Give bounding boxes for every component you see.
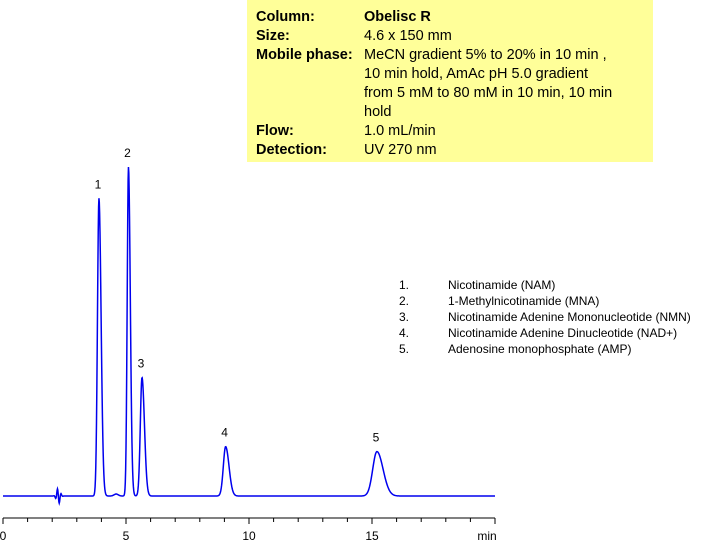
legend-compound-name: Adenosine monophosphate (AMP) xyxy=(448,342,632,356)
info-value: Obelisc R xyxy=(364,9,431,25)
peak-label: 3 xyxy=(138,357,145,371)
chromatogram-trace xyxy=(3,166,495,507)
legend-compound-name: Nicotinamide Adenine Dinucleotide (NAD+) xyxy=(448,326,678,340)
legend-number: 3. xyxy=(399,310,410,324)
info-label: Detection: xyxy=(256,142,327,158)
info-label: Mobile phase: xyxy=(256,47,353,63)
x-tick-label: 10 xyxy=(242,529,256,543)
peak-label: 5 xyxy=(373,431,380,445)
info-value: MeCN gradient 5% to 20% in 10 min , xyxy=(364,47,607,63)
info-value: hold xyxy=(364,104,392,120)
legend-number: 4. xyxy=(399,326,410,340)
info-value: 1.0 mL/min xyxy=(364,123,436,139)
info-value: 10 min hold, AmAc pH 5.0 gradient xyxy=(364,66,589,82)
info-label: Column: xyxy=(256,9,315,25)
info-label: Flow: xyxy=(256,123,294,139)
x-tick-label: 5 xyxy=(123,529,130,543)
legend-compound-name: 1-Methylnicotinamide (MNA) xyxy=(448,294,600,308)
info-value: UV 270 nm xyxy=(364,142,437,158)
peak-label: 1 xyxy=(95,177,102,191)
trace-group xyxy=(3,166,495,507)
legend-compound-name: Nicotinamide Adenine Mononucleotide (NMN… xyxy=(448,310,691,324)
legend-number: 2. xyxy=(399,294,410,308)
peak-labels: 1 2 3 4 5 xyxy=(95,146,380,445)
peak-label: 4 xyxy=(221,426,228,440)
info-value: from 5 mM to 80 mM in 10 min, 10 min xyxy=(364,85,613,101)
legend-compound-name: Nicotinamide (NAM) xyxy=(448,278,556,292)
peak-label: 2 xyxy=(124,146,131,160)
x-unit-label: min xyxy=(477,529,496,543)
info-label: Size: xyxy=(256,28,290,44)
x-axis: 0 5 10 15 min xyxy=(0,517,497,543)
x-tick-label: 15 xyxy=(365,529,379,543)
legend-number: 1. xyxy=(399,278,410,292)
method-info-box: Column: Obelisc R Size: 4.6 x 150 mm Mobile … xyxy=(247,0,653,162)
legend-number: 5. xyxy=(399,342,410,356)
info-value: 4.6 x 150 mm xyxy=(364,28,452,44)
x-tick-label: 0 xyxy=(0,529,7,543)
